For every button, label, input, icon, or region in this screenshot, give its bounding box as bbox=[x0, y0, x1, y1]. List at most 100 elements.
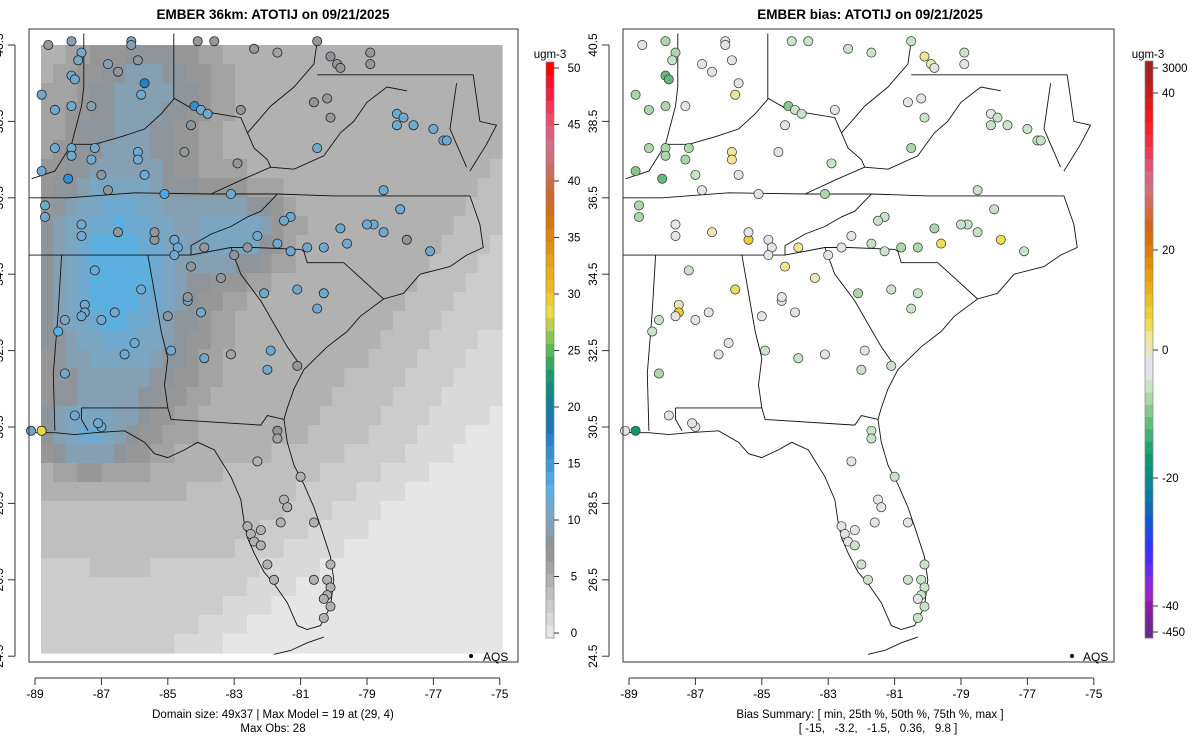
grid-cell bbox=[307, 463, 321, 483]
grid-cell bbox=[429, 83, 442, 103]
grid-cell bbox=[125, 273, 139, 293]
grid-cell bbox=[77, 83, 91, 103]
grid-cell bbox=[101, 64, 115, 84]
grid-cell bbox=[441, 254, 454, 274]
grid-cell bbox=[53, 425, 66, 445]
grid-cell bbox=[247, 159, 260, 179]
grid-cell bbox=[235, 501, 248, 521]
site-marker bbox=[637, 40, 648, 50]
grid-cell bbox=[356, 273, 370, 293]
grid-cell bbox=[150, 539, 163, 559]
grid-cell bbox=[259, 235, 273, 255]
grid-cell bbox=[186, 596, 200, 616]
grid-cell bbox=[392, 539, 406, 559]
grid-cell bbox=[223, 121, 236, 141]
y-tick-label: 38.5 bbox=[586, 109, 600, 133]
grid-cell bbox=[77, 558, 91, 578]
site-marker bbox=[132, 154, 143, 165]
grid-cell bbox=[150, 425, 163, 445]
grid-cell bbox=[320, 406, 333, 426]
grid-cell bbox=[235, 83, 248, 103]
grid-cell bbox=[368, 463, 382, 483]
grid-cell bbox=[307, 311, 321, 331]
grid-cell bbox=[41, 444, 54, 464]
grid-cell bbox=[223, 311, 236, 331]
grid-cell bbox=[198, 83, 212, 103]
grid-cell bbox=[417, 501, 430, 521]
grid-cell bbox=[392, 349, 406, 369]
grid-cell bbox=[210, 102, 224, 122]
grid-cell bbox=[235, 539, 248, 559]
grid-cell bbox=[41, 64, 54, 84]
grid-cell bbox=[392, 387, 406, 407]
grid-cell bbox=[320, 197, 333, 217]
grid-cell bbox=[162, 444, 175, 464]
grid-cell bbox=[77, 349, 91, 369]
grid-cell bbox=[477, 501, 491, 521]
grid-cell bbox=[332, 425, 345, 445]
grid-cell bbox=[41, 102, 54, 122]
grid-cell bbox=[295, 121, 309, 141]
y-tick-label: 38.5 bbox=[0, 109, 6, 133]
grid-cell bbox=[368, 539, 382, 559]
grid-cell bbox=[477, 216, 491, 236]
colorbar-swatch bbox=[546, 254, 554, 268]
grid-cell bbox=[235, 121, 248, 141]
site-marker bbox=[365, 59, 376, 70]
grid-cell bbox=[380, 596, 394, 616]
grid-cell bbox=[489, 387, 503, 407]
grid-cell bbox=[453, 330, 467, 350]
grid-cell bbox=[247, 501, 260, 521]
site-marker bbox=[275, 517, 286, 528]
grid-cell bbox=[235, 368, 248, 388]
grid-cell bbox=[113, 463, 127, 483]
grid-cell bbox=[465, 45, 479, 65]
site-marker bbox=[312, 143, 323, 154]
site-marker bbox=[215, 272, 226, 283]
grid-cell bbox=[489, 216, 503, 236]
colorbar-swatch bbox=[1145, 466, 1153, 479]
grid-cell bbox=[489, 159, 503, 179]
grid-cell bbox=[138, 311, 151, 331]
grid-cell bbox=[477, 577, 491, 597]
grid-cell bbox=[113, 425, 127, 445]
grid-cell bbox=[223, 368, 236, 388]
site-marker bbox=[819, 189, 830, 199]
x-tick-label: -79 bbox=[358, 687, 376, 701]
colorbar-swatch bbox=[546, 561, 554, 575]
site-marker bbox=[829, 104, 840, 115]
grid-cell bbox=[259, 140, 273, 160]
grid-cell bbox=[41, 501, 54, 521]
grid-cell bbox=[489, 444, 503, 464]
colorbar-swatch bbox=[1145, 478, 1153, 492]
grid-cell bbox=[174, 501, 188, 521]
grid-cell bbox=[380, 273, 394, 293]
grid-cell bbox=[210, 596, 224, 616]
grid-cell bbox=[295, 45, 309, 65]
grid-cell bbox=[380, 83, 394, 103]
grid-cell bbox=[307, 45, 321, 65]
grid-cell bbox=[344, 216, 357, 236]
grid-cell bbox=[259, 387, 273, 407]
grid-cell bbox=[453, 235, 467, 255]
grid-cell bbox=[429, 349, 442, 369]
grid-cell bbox=[283, 520, 297, 540]
grid-cell bbox=[65, 311, 78, 331]
grid-cell bbox=[101, 216, 115, 236]
grid-cell bbox=[235, 330, 248, 350]
site-marker bbox=[826, 158, 837, 169]
colorbar-swatch bbox=[1145, 552, 1153, 565]
grid-cell bbox=[392, 634, 406, 654]
grid-cell bbox=[453, 254, 467, 274]
grid-cell bbox=[307, 330, 321, 350]
colorbar-swatch bbox=[1145, 380, 1153, 393]
grid-cell bbox=[332, 463, 345, 483]
grid-cell bbox=[295, 330, 309, 350]
grid-cell bbox=[186, 634, 200, 654]
site-marker bbox=[408, 120, 419, 131]
grid-cell bbox=[186, 159, 200, 179]
grid-cell bbox=[332, 292, 345, 312]
grid-cell bbox=[138, 539, 151, 559]
grid-cell bbox=[101, 330, 115, 350]
grid-cell bbox=[89, 273, 103, 293]
